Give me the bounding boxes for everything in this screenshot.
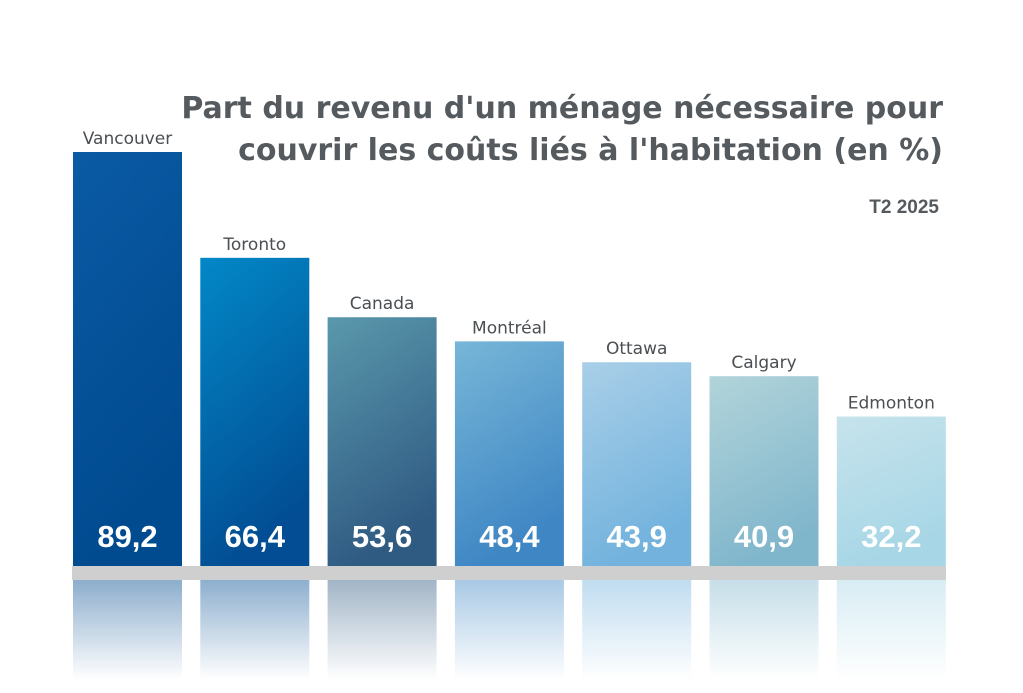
bar-reflection-vancouver <box>73 580 182 680</box>
chart-title-line-1: Part du revenu d'un ménage nécessaire po… <box>181 91 943 126</box>
category-label-calgary: Calgary <box>731 353 796 373</box>
bar-reflection-calgary <box>709 580 819 680</box>
bar-ottawa <box>582 362 692 566</box>
value-labels: 89,2 66,4 53,6 48,4 43,9 40,9 32,2 <box>97 519 921 554</box>
chart-title-line-2: couvrir les coûts liés à l'habitation (e… <box>238 133 943 168</box>
category-labels: Vancouver Toronto Canada Montréal Ottawa Calg… <box>83 129 935 414</box>
value-label-edmonton: 32,2 <box>861 519 921 554</box>
bars <box>73 152 946 566</box>
category-label-edmonton: Edmonton <box>848 394 935 414</box>
bar-reflection-edmonton <box>836 580 946 680</box>
value-label-montreal: 48,4 <box>479 519 540 554</box>
bar-reflection-montreal <box>454 580 564 680</box>
category-label-montreal: Montréal <box>472 318 547 338</box>
value-label-toronto: 66,4 <box>225 519 286 554</box>
bar-canada <box>327 317 437 566</box>
baseline-shadow <box>72 566 946 580</box>
bar-montreal <box>454 341 564 566</box>
category-label-toronto: Toronto <box>222 235 286 255</box>
bar-reflections <box>73 580 946 680</box>
category-label-canada: Canada <box>350 294 415 314</box>
bar-calgary <box>709 376 819 566</box>
bar-reflection-canada <box>327 580 437 680</box>
value-label-canada: 53,6 <box>352 519 412 554</box>
value-label-calgary: 40,9 <box>734 519 794 554</box>
category-label-ottawa: Ottawa <box>606 339 667 359</box>
bar-reflection-toronto <box>200 580 310 680</box>
value-label-vancouver: 89,2 <box>97 519 157 554</box>
bar-edmonton <box>836 416 946 566</box>
bar-vancouver <box>73 152 182 566</box>
chart-subtitle: T2 2025 <box>869 197 939 218</box>
category-label-vancouver: Vancouver <box>83 129 173 149</box>
bar-reflection-ottawa <box>582 580 692 680</box>
chart-title: Part du revenu d'un ménage nécessaire po… <box>143 88 943 172</box>
value-label-ottawa: 43,9 <box>607 519 667 554</box>
bar-toronto <box>200 257 310 566</box>
